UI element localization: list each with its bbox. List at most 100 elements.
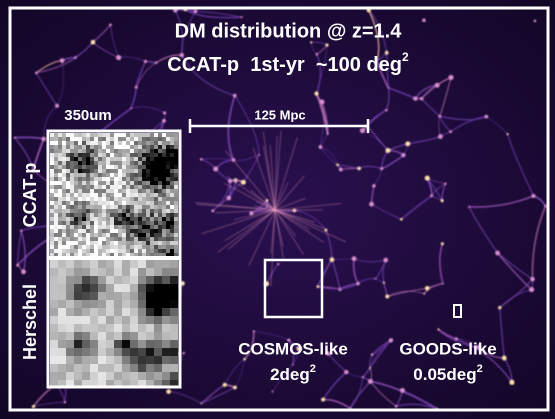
pixel xyxy=(54,193,58,197)
pixel xyxy=(82,316,90,324)
pixel xyxy=(50,292,58,300)
pixel xyxy=(174,237,178,241)
pixel xyxy=(58,324,66,332)
pixel xyxy=(106,185,110,189)
pixel xyxy=(154,300,162,308)
pixel xyxy=(162,137,166,141)
pixel xyxy=(94,169,98,173)
pixel xyxy=(58,245,62,249)
pixel xyxy=(74,308,82,316)
pixel xyxy=(130,241,134,245)
pixel xyxy=(126,241,130,245)
filament xyxy=(274,209,315,223)
pixel xyxy=(58,316,66,324)
pixel xyxy=(118,245,122,249)
pixel xyxy=(166,185,170,189)
pixel xyxy=(58,332,66,340)
pixel xyxy=(134,253,138,257)
pixel xyxy=(106,137,110,141)
pixel xyxy=(118,201,122,205)
pixel xyxy=(150,153,154,157)
pixel xyxy=(110,245,114,249)
pixel xyxy=(62,249,66,253)
pixel xyxy=(166,133,170,137)
pixel xyxy=(90,193,94,197)
pixel xyxy=(54,153,58,157)
pixel xyxy=(114,165,118,169)
pixel xyxy=(106,253,110,257)
halo xyxy=(442,282,444,285)
pixel xyxy=(150,157,154,161)
pixel xyxy=(142,205,146,209)
pixel xyxy=(58,145,62,149)
pixel xyxy=(114,253,118,257)
pixel xyxy=(106,221,110,225)
halo xyxy=(501,355,507,361)
pixel xyxy=(58,197,62,201)
pixel xyxy=(154,137,158,141)
pixel xyxy=(126,189,130,193)
pixel xyxy=(50,181,54,185)
pixel xyxy=(126,133,130,137)
pixel xyxy=(154,308,162,316)
pixel xyxy=(66,308,74,316)
halo xyxy=(344,369,349,375)
filament xyxy=(269,144,276,211)
pixel xyxy=(122,161,126,165)
filament xyxy=(352,258,359,284)
pixel xyxy=(98,229,102,233)
pixel xyxy=(90,185,94,189)
pixel xyxy=(86,177,90,181)
pixel xyxy=(66,137,70,141)
pixel xyxy=(118,189,122,193)
area-text: 0.05deg xyxy=(413,365,476,384)
pixel xyxy=(166,209,170,213)
pixel xyxy=(154,145,158,149)
pixel xyxy=(138,177,142,181)
pixel xyxy=(66,237,70,241)
pixel xyxy=(170,145,174,149)
pixel xyxy=(170,241,174,245)
pixel xyxy=(130,181,134,185)
halo xyxy=(424,175,430,181)
pixel xyxy=(114,249,118,253)
pixel xyxy=(86,141,90,145)
pixel xyxy=(82,201,86,205)
pixel xyxy=(146,229,150,233)
pixel xyxy=(130,177,134,181)
pixel xyxy=(122,284,130,292)
halo xyxy=(383,257,389,263)
pixel xyxy=(50,225,54,229)
halo xyxy=(424,285,430,291)
pixel xyxy=(74,364,82,372)
pixel xyxy=(98,217,102,221)
pixel xyxy=(90,141,94,145)
pixel xyxy=(78,189,82,193)
pixel xyxy=(78,217,82,221)
pixel xyxy=(130,233,134,237)
filament xyxy=(270,209,276,287)
pixel xyxy=(170,213,174,217)
filament xyxy=(369,381,397,407)
pixel xyxy=(98,197,102,201)
pixel xyxy=(114,133,118,137)
pixel xyxy=(118,153,122,157)
halo xyxy=(380,167,384,171)
pixel xyxy=(154,217,158,221)
filament xyxy=(234,359,245,388)
pixel xyxy=(130,189,134,193)
pixel xyxy=(74,185,78,189)
pixel xyxy=(98,253,102,257)
pixel xyxy=(114,201,118,205)
pixel xyxy=(170,233,174,237)
pixel xyxy=(114,340,122,348)
pixel xyxy=(82,233,86,237)
pixel xyxy=(94,213,98,217)
pixel xyxy=(70,197,74,201)
pixel xyxy=(62,213,66,217)
halo xyxy=(440,199,444,203)
pixel xyxy=(126,249,130,253)
filament xyxy=(228,209,276,250)
pixel xyxy=(150,177,154,181)
pixel xyxy=(122,133,126,137)
